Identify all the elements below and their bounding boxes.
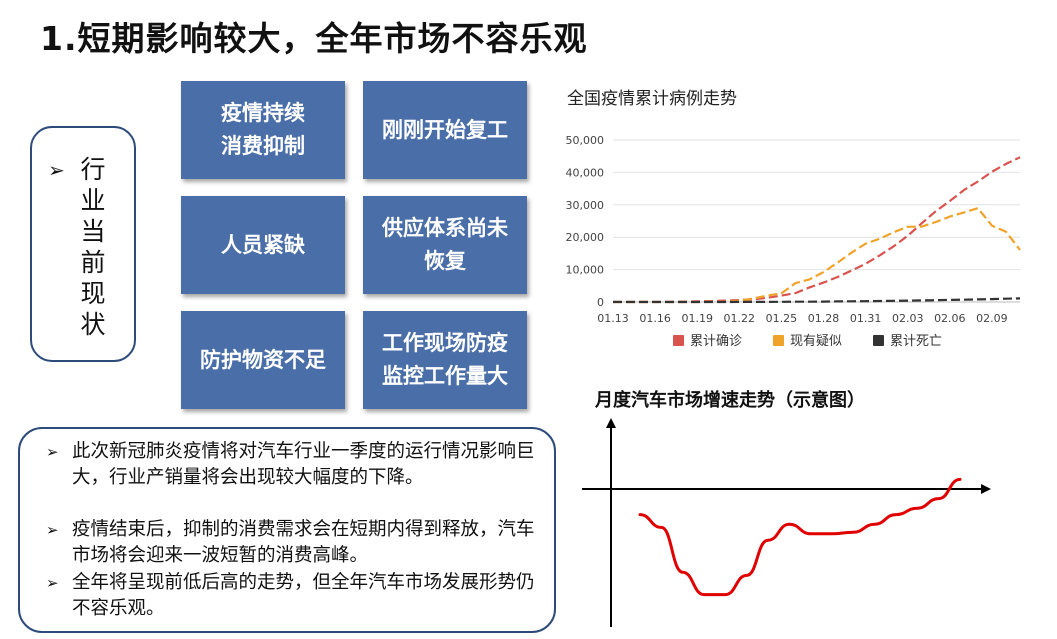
epidemic-chart-title: 全国疫情累计病例走势 bbox=[567, 89, 737, 109]
tile-staff-shortage: 人员紧缺 bbox=[181, 196, 345, 294]
x-tick-label: 01.28 bbox=[808, 312, 840, 325]
x-tick-label: 02.09 bbox=[976, 312, 1008, 325]
notes-box: ➢ 此次新冠肺炎疫情将对汽车行业一季度的运行情况影响巨大，行业产销量将会出现较大… bbox=[18, 427, 556, 633]
arrow-bullet-icon: ➢ bbox=[46, 443, 59, 461]
y-tick-label: 10,000 bbox=[566, 264, 605, 277]
y-tick-label: 40,000 bbox=[566, 166, 605, 179]
legend-swatch bbox=[773, 335, 784, 346]
y-axis-arrow-icon bbox=[606, 418, 616, 428]
arrow-bullet-icon: ➢ bbox=[48, 158, 65, 182]
tile-epidemic-consumption: 疫情持续 消费抑制 bbox=[181, 81, 345, 179]
x-tick-label: 01.19 bbox=[681, 312, 713, 325]
note-item: ➢ 疫情结束后，抑制的消费需求会在短期内得到释放，汽车市场将会迎来一波短暂的消费… bbox=[46, 519, 535, 566]
x-tick-label: 02.06 bbox=[934, 312, 966, 325]
series-line bbox=[613, 207, 1021, 304]
legend-label: 累计确诊 bbox=[690, 334, 742, 349]
y-tick-label: 30,000 bbox=[566, 199, 605, 212]
tile-resume-work: 刚刚开始复工 bbox=[363, 81, 527, 179]
legend-swatch bbox=[873, 335, 884, 346]
y-tick-label: 20,000 bbox=[566, 231, 605, 244]
note-item: ➢ 全年将呈现前低后高的走势，但全年汽车市场发展形势仍不容乐观。 bbox=[46, 572, 535, 619]
auto-market-sketch-chart bbox=[582, 418, 991, 627]
industry-status-box: ➢ 行业当前现状 bbox=[30, 126, 136, 362]
x-tick-label: 01.13 bbox=[597, 312, 629, 325]
note-item: ➢ 此次新冠肺炎疫情将对汽车行业一季度的运行情况影响巨大，行业产销量将会出现较大… bbox=[46, 441, 535, 488]
series-line bbox=[613, 156, 1021, 303]
y-tick-label: 0 bbox=[597, 296, 604, 309]
x-tick-label: 01.22 bbox=[724, 312, 756, 325]
legend-swatch bbox=[673, 335, 684, 346]
tile-workplace-monitoring: 工作现场防疫 监控工作量大 bbox=[363, 311, 527, 409]
x-tick-label: 02.03 bbox=[892, 312, 924, 325]
arrow-bullet-icon: ➢ bbox=[46, 574, 59, 592]
x-tick-label: 01.25 bbox=[766, 312, 798, 325]
series-line bbox=[613, 297, 1021, 304]
y-tick-label: 50,000 bbox=[566, 134, 605, 147]
growth-trend-line bbox=[638, 477, 962, 597]
tile-protective-supplies: 防护物资不足 bbox=[181, 311, 345, 409]
legend-label: 累计死亡 bbox=[890, 334, 942, 349]
tile-supply-system: 供应体系尚未 恢复 bbox=[363, 196, 527, 294]
legend-label: 现有疑似 bbox=[790, 333, 842, 349]
industry-status-label: 行业当前现状 bbox=[80, 155, 106, 339]
page-title: 1.短期影响较大，全年市场不容乐观 bbox=[40, 19, 588, 58]
x-axis-arrow-icon bbox=[981, 484, 991, 494]
arrow-bullet-icon: ➢ bbox=[46, 521, 59, 539]
x-tick-label: 01.31 bbox=[850, 312, 882, 325]
auto-market-sketch-title: 月度汽车市场增速走势（示意图） bbox=[595, 390, 865, 411]
epidemic-cases-chart: 0 10,000 20,000 30,000 40,000 50,000 01.13 01.1… bbox=[566, 134, 1021, 349]
x-tick-label: 01.16 bbox=[639, 312, 671, 325]
